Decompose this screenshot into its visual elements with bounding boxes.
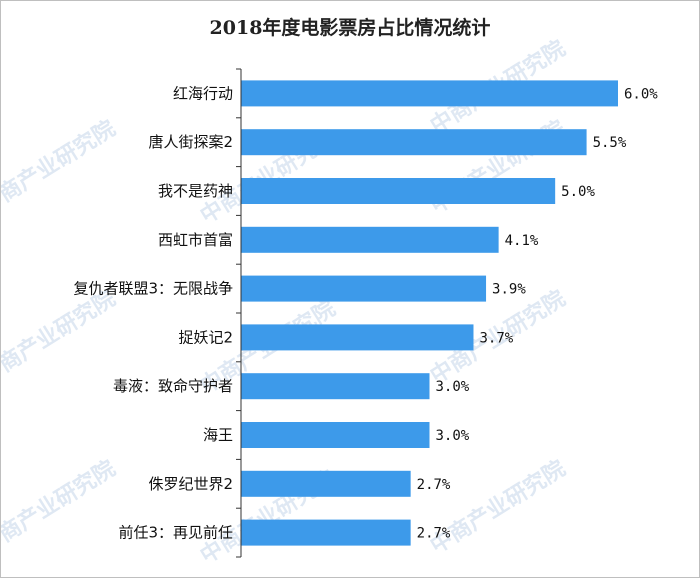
value-label: 2.7% bbox=[417, 477, 451, 493]
value-label: 3.9% bbox=[492, 282, 526, 298]
value-label: 3.0% bbox=[436, 428, 470, 444]
bar bbox=[241, 178, 556, 204]
value-label: 6.0% bbox=[624, 86, 658, 102]
watermark-text: 中商产业研究院 bbox=[426, 455, 570, 559]
bar bbox=[241, 80, 618, 107]
category-label: 前任3：再见前任 bbox=[118, 524, 233, 542]
value-label: 3.7% bbox=[479, 330, 513, 346]
watermark-text: 中商产业研究院 bbox=[1, 455, 120, 559]
bar bbox=[241, 324, 474, 351]
category-label: 红海行动 bbox=[173, 84, 233, 102]
bar bbox=[241, 275, 487, 302]
value-label: 5.5% bbox=[593, 135, 627, 151]
category-label: 我不是药神 bbox=[158, 182, 233, 200]
category-label: 捉妖记2 bbox=[178, 328, 233, 346]
category-label: 复仇者联盟3：无限战争 bbox=[73, 280, 233, 298]
watermark-text: 中商产业研究院 bbox=[1, 285, 120, 389]
bar bbox=[241, 129, 587, 156]
value-label: 3.0% bbox=[436, 379, 470, 395]
category-label: 侏罗纪世界2 bbox=[148, 475, 233, 493]
bars-layer: 红海行动 6.0% 唐人街探案2 5.5% 我不是药神 5.0% 西虹市首富 4.1% 复仇者联… bbox=[73, 68, 658, 558]
value-label: 4.1% bbox=[505, 233, 539, 249]
bar bbox=[241, 226, 499, 253]
category-label: 唐人街探案2 bbox=[148, 133, 233, 151]
value-label: 5.0% bbox=[561, 184, 595, 200]
chart-title: 2018年度电影票房占比情况统计 bbox=[209, 17, 491, 39]
category-label: 毒液：致命守护者 bbox=[113, 377, 233, 395]
bar bbox=[241, 422, 430, 448]
bar bbox=[241, 373, 430, 400]
category-label: 西虹市首富 bbox=[158, 231, 233, 249]
value-label: 2.7% bbox=[417, 526, 451, 542]
watermark-text: 中商产业研究院 bbox=[1, 115, 120, 219]
category-label: 海王 bbox=[203, 426, 233, 444]
bar bbox=[241, 519, 411, 546]
bar bbox=[241, 470, 411, 497]
